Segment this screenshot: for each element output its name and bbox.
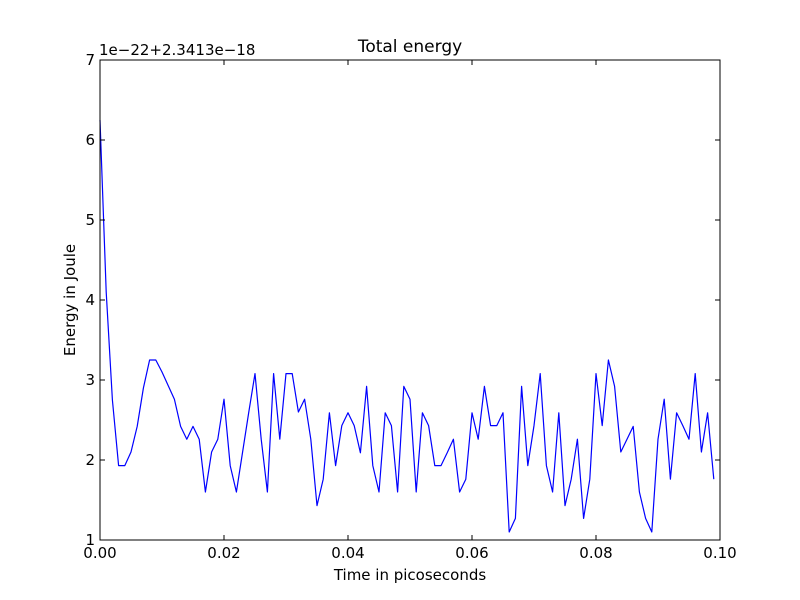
x-axis-label: Time in picoseconds <box>333 566 487 584</box>
x-tick-label: 0.06 <box>455 544 488 562</box>
x-tick-label: 0.04 <box>331 544 364 562</box>
x-tick-label: 0.08 <box>579 544 612 562</box>
y-tick-label: 4 <box>85 291 95 309</box>
y-tick-label: 1 <box>85 531 95 549</box>
y-tick-label: 2 <box>85 451 95 469</box>
y-tick-label: 3 <box>85 371 95 389</box>
chart-title: Total energy <box>357 37 462 57</box>
y-tick-label: 6 <box>85 131 95 149</box>
y-tick-label: 7 <box>85 51 95 69</box>
y-axis-label: Energy in Joule <box>61 244 79 356</box>
y-tick-label: 5 <box>85 211 95 229</box>
x-tick-label: 0.02 <box>207 544 240 562</box>
x-tick-label: 0.10 <box>703 544 736 562</box>
plot-area <box>100 60 720 540</box>
y-axis-offset-label: 1e−22+2.3413e−18 <box>99 41 255 59</box>
